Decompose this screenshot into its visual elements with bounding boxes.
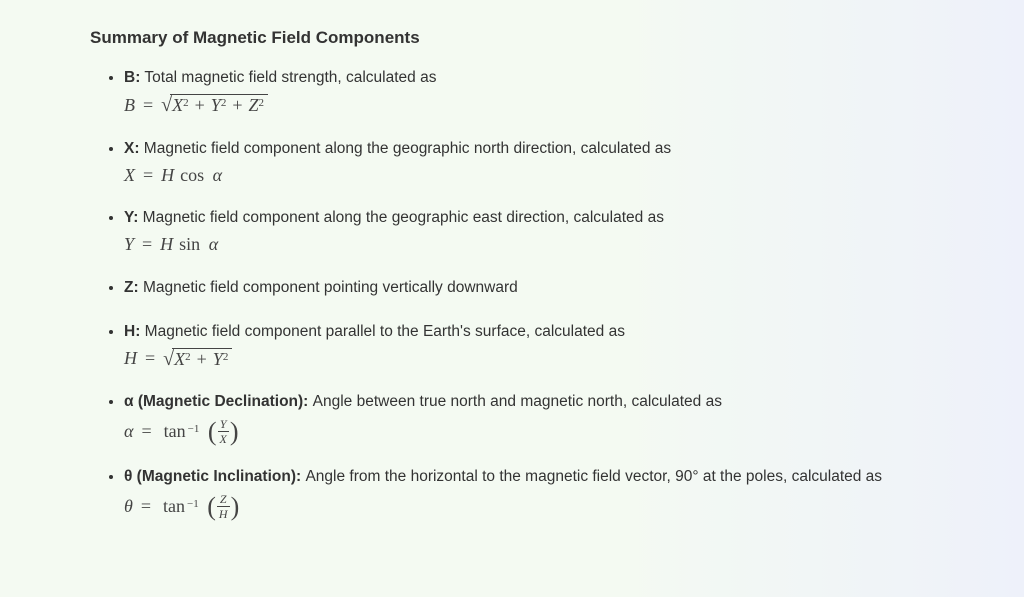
formula-h-x: X [174, 349, 185, 371]
formula-y-eq: = [136, 234, 158, 256]
formula-b-x: X [172, 95, 183, 117]
formula-a-exp: −1 [188, 423, 200, 436]
formula-h-y2: 2 [223, 351, 229, 364]
formula-t-num: Z [218, 493, 229, 506]
formula-a-fn: tan [160, 421, 186, 443]
formula-t-lhs: θ [124, 496, 133, 518]
item-h: H: Magnetic field component parallel to … [124, 320, 984, 371]
formula-b-plus2: + [226, 95, 248, 117]
formula-x: X = H cos α [124, 165, 984, 187]
desc-alpha: Angle between true north and magnetic no… [308, 393, 722, 410]
formula-h-x2: 2 [185, 351, 191, 364]
formula-b-z2: 2 [258, 97, 264, 110]
desc-x: Magnetic field component along the geogr… [140, 140, 672, 157]
formula-b: B = √ X2 + Y2 + Z2 [124, 94, 984, 117]
formula-alpha: α = tan−1 ( Y X ) [124, 418, 984, 445]
desc-z: Magnetic field component pointing vertic… [139, 279, 518, 296]
formula-b-lhs: B [124, 95, 135, 117]
formula-t-exp: −1 [187, 498, 199, 511]
desc-b: Total magnetic field strength, calculate… [140, 69, 436, 86]
formula-t-eq: = [135, 496, 157, 518]
formula-x-eq: = [137, 165, 159, 187]
formula-y-lhs: Y [124, 234, 134, 256]
formula-h-sqrt: √ X2 + Y2 [163, 348, 232, 371]
desc-theta: Angle from the horizontal to the magneti… [301, 468, 882, 485]
formula-theta: θ = tan−1 ( Z H ) [124, 493, 984, 520]
item-theta: θ (Magnetic Inclination): Angle from the… [124, 465, 984, 520]
desc-y: Magnetic field component along the geogr… [138, 209, 664, 226]
item-y: Y: Magnetic field component along the ge… [124, 206, 984, 256]
formula-a-lhs: α [124, 421, 133, 443]
formula-y-h: H [160, 234, 173, 256]
formula-y: Y = H sin α [124, 234, 984, 256]
formula-h-plus: + [191, 349, 213, 371]
formula-h-eq: = [139, 348, 161, 370]
item-z: Z: Magnetic field component pointing ver… [124, 276, 984, 300]
rparen-icon: ) [230, 419, 239, 445]
components-list: B: Total magnetic field strength, calcul… [90, 66, 984, 520]
item-x: X: Magnetic field component along the ge… [124, 137, 984, 187]
symbol-y: Y: [124, 209, 138, 226]
symbol-b: B: [124, 69, 140, 86]
formula-b-y2: 2 [221, 97, 227, 110]
lparen-icon: ( [207, 494, 216, 520]
formula-b-z: Z [248, 95, 258, 117]
symbol-alpha: α (Magnetic Declination): [124, 393, 308, 410]
symbol-z: Z: [124, 279, 139, 296]
formula-x-arg: α [213, 165, 222, 187]
formula-a-num: Y [218, 418, 229, 431]
formula-h: H = √ X2 + Y2 [124, 348, 984, 371]
formula-h-lhs: H [124, 348, 137, 370]
formula-b-eq: = [137, 95, 159, 117]
symbol-x: X: [124, 140, 140, 157]
formula-x-fn: cos [176, 165, 204, 187]
formula-b-y: Y [211, 95, 221, 117]
symbol-h: H: [124, 323, 140, 340]
formula-y-fn: sin [175, 234, 200, 256]
item-b: B: Total magnetic field strength, calcul… [124, 66, 984, 117]
formula-x-h: H [161, 165, 174, 187]
formula-b-x2: 2 [183, 97, 189, 110]
rparen-icon: ) [231, 494, 240, 520]
lparen-icon: ( [208, 419, 217, 445]
symbol-theta: θ (Magnetic Inclination): [124, 468, 301, 485]
formula-a-eq: = [135, 421, 157, 443]
formula-a-den: X [218, 431, 229, 445]
formula-x-lhs: X [124, 165, 135, 187]
formula-y-arg: α [209, 234, 218, 256]
formula-h-y: Y [213, 349, 223, 371]
page-title: Summary of Magnetic Field Components [90, 28, 984, 48]
formula-t-den: H [217, 506, 230, 520]
formula-t-fn: tan [159, 496, 185, 518]
formula-t-frac: ( Z H ) [207, 493, 239, 520]
formula-b-sqrt: √ X2 + Y2 + Z2 [161, 94, 268, 117]
formula-b-plus1: + [189, 95, 211, 117]
item-alpha: α (Magnetic Declination): Angle between … [124, 390, 984, 445]
desc-h: Magnetic field component parallel to the… [140, 323, 625, 340]
formula-a-frac: ( Y X ) [208, 418, 239, 445]
